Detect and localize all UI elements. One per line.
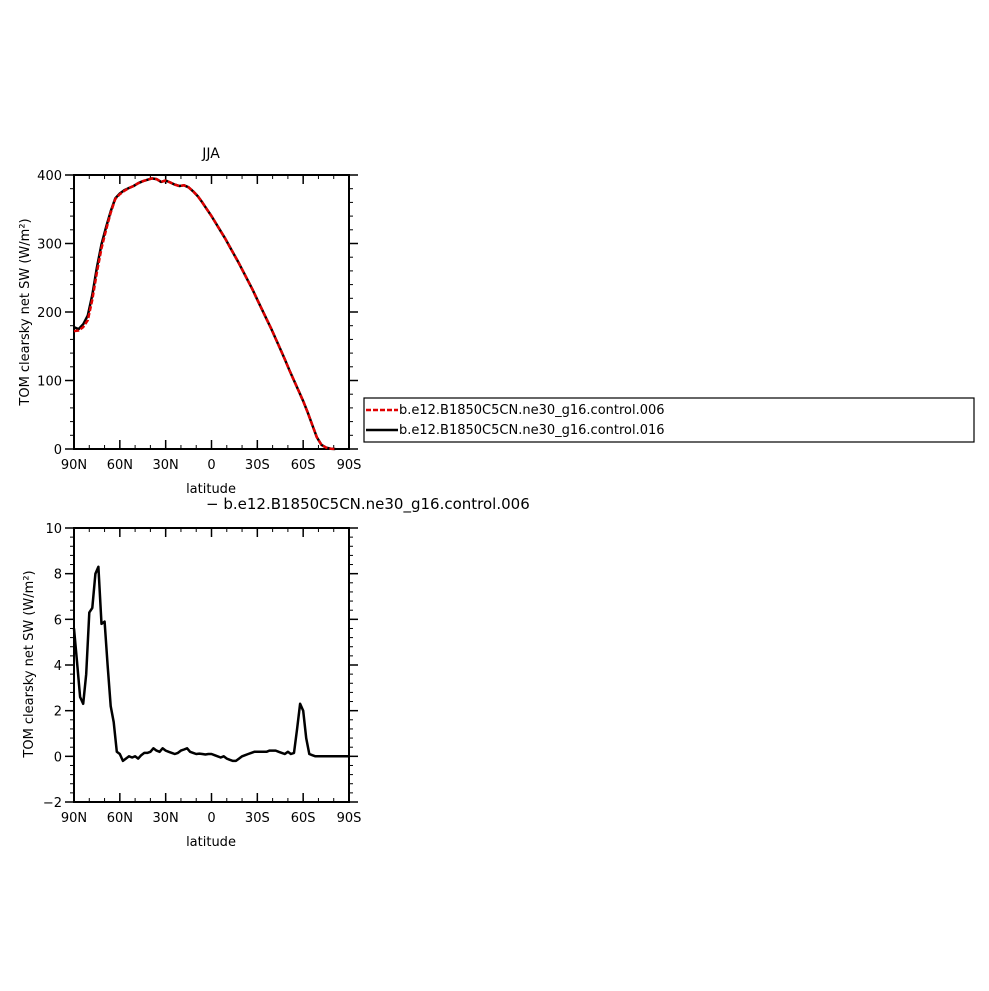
x-tick-label: 60N	[107, 811, 133, 826]
x-tick-label: 30N	[153, 458, 179, 473]
plot-area-bottom: 90N 60N 30N 0 30S 60S 90S −2 0 2 4 6 8 10	[43, 522, 362, 826]
x-tick-label: 60S	[291, 811, 316, 826]
series-line-1	[73, 177, 336, 451]
y-tick-label: 4	[54, 659, 62, 674]
chart-panel-bottom: 90N 60N 30N 0 30S 60S 90S −2 0 2 4 6 8 10 latitude TO…	[22, 522, 361, 850]
y-tick-label: 8	[54, 568, 62, 583]
legend-label-series-2: b.e12.B1850C5CN.ne30_g16.control.016	[399, 423, 665, 438]
y-tick-label: 0	[54, 750, 62, 765]
x-tick-label: 0	[207, 811, 215, 826]
chart-title: JJA	[201, 146, 220, 162]
x-tick-label: 30N	[153, 811, 179, 826]
x-tick-label: 90N	[61, 458, 87, 473]
y-tick-label: 10	[45, 522, 62, 537]
series-line-2	[73, 177, 336, 451]
x-tick-label: 30S	[245, 458, 270, 473]
y-tick-label: 200	[37, 306, 62, 321]
legend-label-series-1: b.e12.B1850C5CN.ne30_g16.control.006	[399, 403, 665, 418]
legend-box	[363, 397, 975, 443]
y-tick-label: 100	[37, 375, 62, 390]
y-tick-label: 300	[37, 238, 62, 253]
x-tick-label: 90S	[337, 811, 362, 826]
x-tick-label: 60N	[107, 458, 133, 473]
plot-area-top: 90N 60N 30N 0 30S 60S 90S 0 100 200 300 400	[37, 169, 361, 473]
difference-label: − b.e12.B1850C5CN.ne30_g16.control.006	[206, 495, 530, 514]
x-tick-label: 90S	[337, 458, 362, 473]
y-axis-label: TOM clearsky net SW (W/m²)	[18, 218, 33, 406]
x-tick-label: 90N	[61, 811, 87, 826]
y-tick-label: −2	[43, 796, 62, 811]
y-tick-label: 6	[54, 613, 62, 628]
series-line-1	[72, 565, 349, 763]
x-axis-label: latitude	[186, 482, 236, 497]
y-axis-label: TOM clearsky net SW (W/m²)	[22, 570, 37, 758]
legend: b.e12.B1850C5CN.ne30_g16.control.006 b.e…	[363, 397, 975, 443]
y-tick-label: 0	[54, 443, 62, 458]
x-tick-label: 60S	[291, 458, 316, 473]
x-tick-label: 0	[207, 458, 215, 473]
y-tick-label: 400	[37, 169, 62, 184]
x-axis-label: latitude	[186, 835, 236, 850]
plot-frame	[73, 527, 350, 803]
x-tick-label: 30S	[245, 811, 270, 826]
chart-panel-top: JJA 90N 60N 30N 0 30S 60S 90S 0 100 200 300 400 lat…	[18, 146, 361, 497]
y-tick-label: 2	[54, 705, 62, 720]
